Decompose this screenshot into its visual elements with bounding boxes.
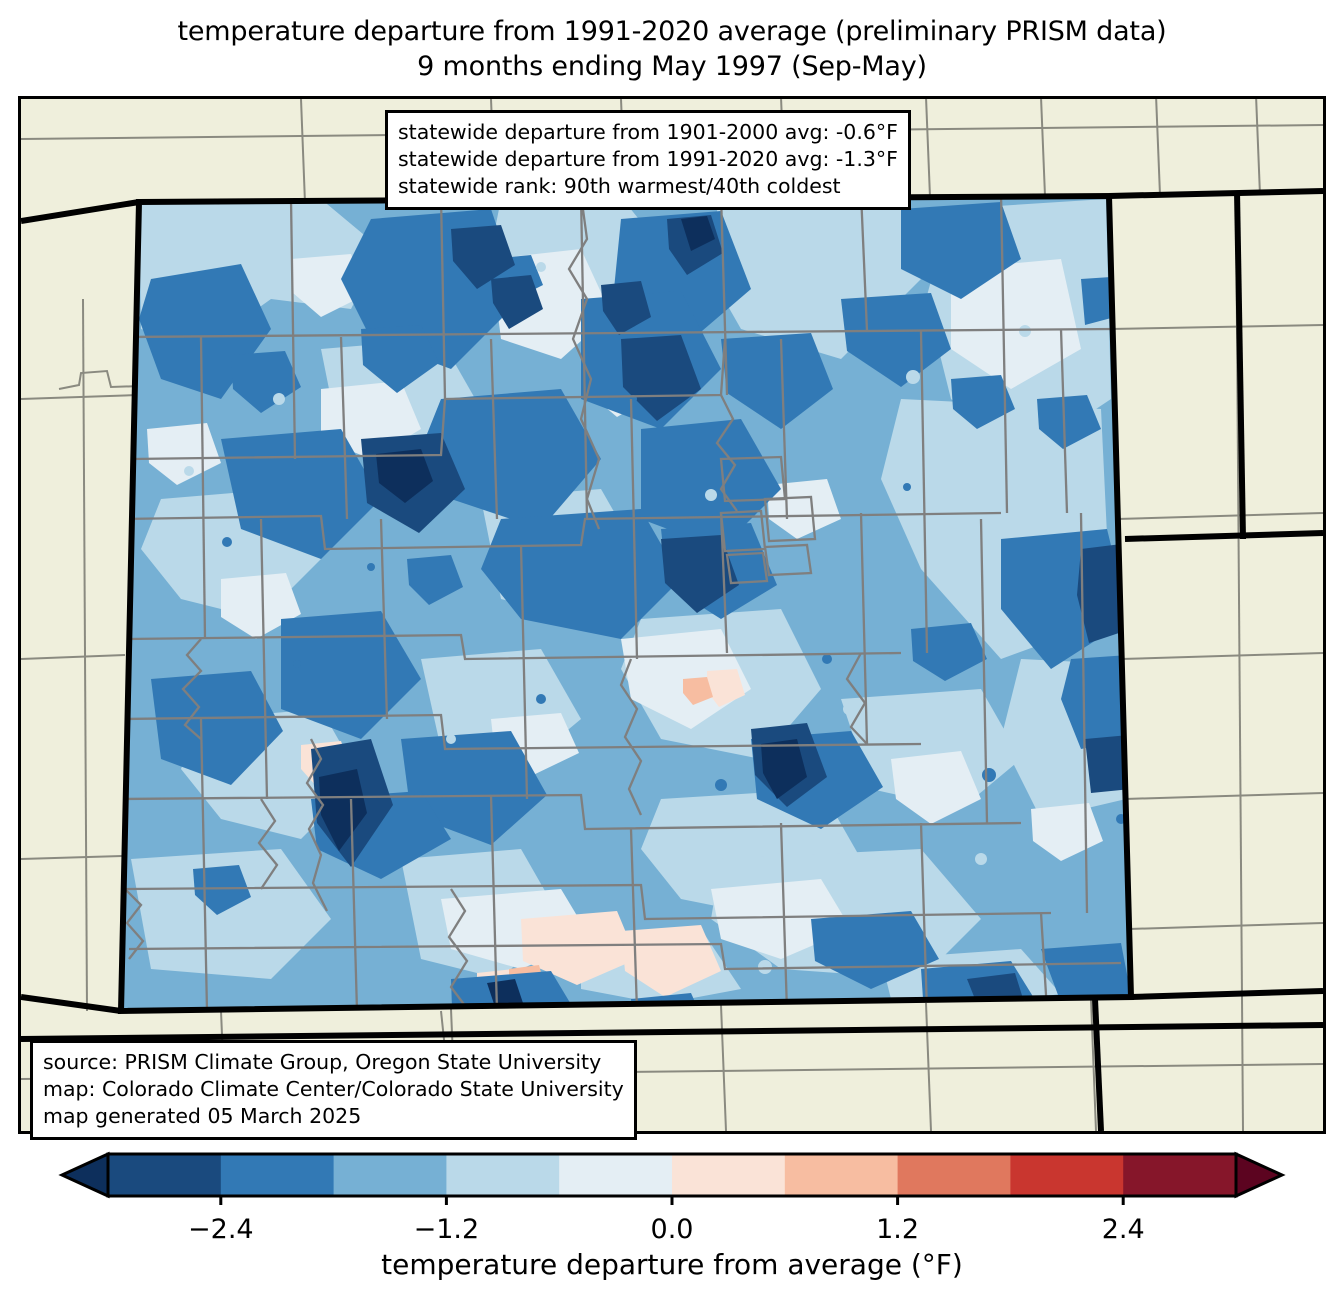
- colorbar-band: [559, 1154, 673, 1196]
- colorbar-tick-label: −2.4: [188, 1214, 254, 1245]
- colorbar-under-cap: [58, 1151, 110, 1199]
- source-line-2: map: Colorado Climate Center/Colorado St…: [43, 1077, 624, 1101]
- colorbar-over-cap: [1234, 1151, 1286, 1199]
- map-frame: [18, 96, 1326, 1134]
- colorbar-band: [220, 1154, 335, 1196]
- colorbar-bands: [58, 1151, 1286, 1199]
- colorbar-tick-label: 0.0: [650, 1214, 694, 1245]
- source-line-3: map generated 05 March 2025: [43, 1104, 362, 1128]
- colorado-county-lines: [121, 196, 1122, 1011]
- colorbar-axis-label: temperature departure from average (°F): [381, 1248, 963, 1281]
- colorbar-band: [333, 1154, 447, 1196]
- colorbar-tick-label: −1.2: [413, 1214, 480, 1245]
- colorbar-band: [897, 1154, 1011, 1196]
- source-line-1: source: PRISM Climate Group, Oregon Stat…: [43, 1050, 602, 1074]
- info-line-3: statewide rank: 90th warmest/40th coldes…: [398, 174, 841, 198]
- colorbar-band: [446, 1154, 560, 1196]
- state-boundary-lines: [21, 188, 1323, 1131]
- statewide-summary-box: statewide departure from 1901-2000 avg: …: [385, 110, 911, 210]
- colorbar-tick-labels: −2.4 −1.2 0.0 1.2 2.4: [0, 1204, 1344, 1245]
- info-line-2: statewide departure from 1991-2020 avg: …: [398, 147, 898, 171]
- source-attribution-box: source: PRISM Climate Group, Oregon Stat…: [30, 1040, 637, 1140]
- title-line-2: 9 months ending May 1997 (Sep-May): [417, 51, 927, 82]
- info-line-1: statewide departure from 1901-2000 avg: …: [398, 120, 898, 144]
- colorbar-band: [672, 1154, 786, 1196]
- colorbar-tick-label: 2.4: [1101, 1214, 1145, 1245]
- colorbar-tick-label: 1.2: [876, 1214, 920, 1245]
- colorbar-band: [108, 1154, 222, 1196]
- colorado-temperature-departure-map: [21, 99, 1323, 1131]
- temperature-departure-contours: [121, 196, 1131, 1011]
- colorbar-ticks: [219, 1196, 1125, 1205]
- colorbar: −2.4 −1.2 0.0 1.2 2.4 temperature departure …: [0, 1146, 1344, 1301]
- colorbar-band: [1123, 1154, 1237, 1196]
- colorbar-band: [784, 1154, 899, 1196]
- colorbar-band: [1010, 1154, 1124, 1196]
- colorbar-swatches: [58, 1151, 1286, 1205]
- page-title: temperature departure from 1991-2020 ave…: [0, 14, 1344, 84]
- title-line-1: temperature departure from 1991-2020 ave…: [177, 16, 1167, 47]
